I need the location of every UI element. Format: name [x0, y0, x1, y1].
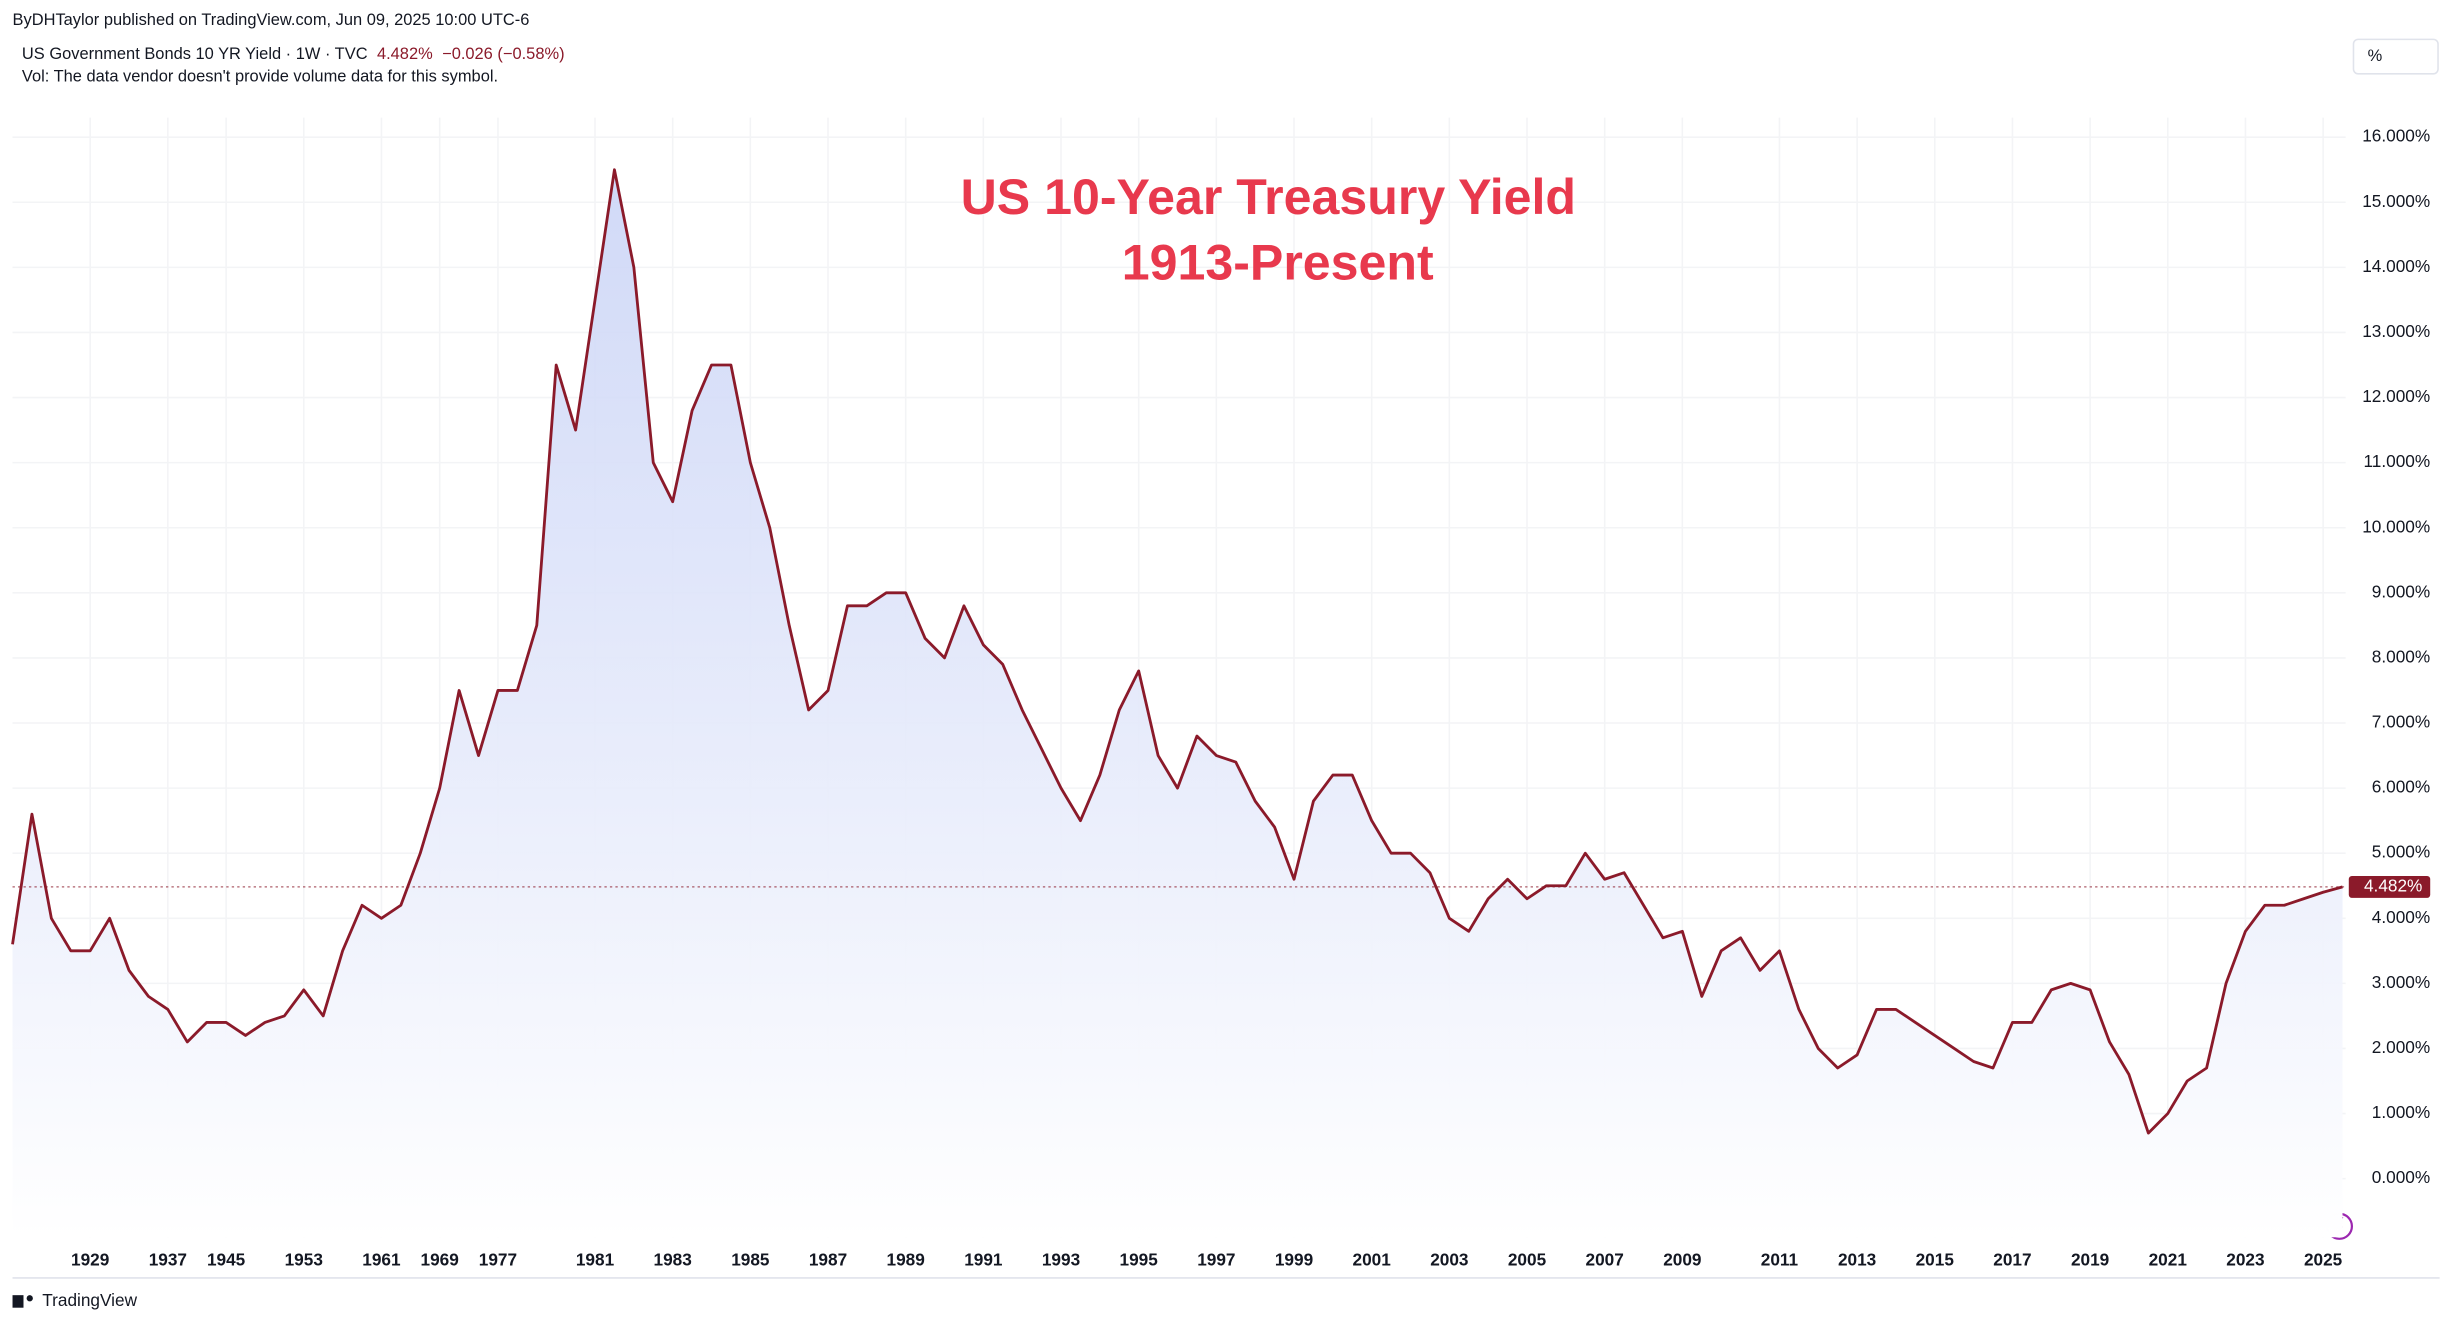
chart-title: US 10-Year Treasury Yield [961, 169, 1576, 225]
last-value-badge [2348, 875, 2431, 898]
x-tick-label: 1961 [362, 1249, 401, 1269]
logo-mark [12, 1295, 24, 1308]
x-tick-label: 2005 [1508, 1249, 1547, 1269]
x-tick-label: 1953 [285, 1249, 323, 1269]
x-tick-label: 2021 [2149, 1249, 2188, 1269]
x-tick-label: 2007 [1586, 1249, 1624, 1269]
y-tick-label: 13.000% [2362, 321, 2430, 341]
y-tick-label: 12.000% [2362, 386, 2430, 406]
x-tick-label: 1985 [731, 1249, 770, 1269]
x-tick-label: 2011 [1761, 1249, 1799, 1269]
last-price: 4.482% [377, 45, 433, 63]
x-tick-label: 2013 [1838, 1249, 1876, 1269]
y-tick-label: 0.000% [2372, 1167, 2430, 1187]
x-tick-label: 2023 [2226, 1249, 2264, 1269]
x-tick-label: 2009 [1663, 1249, 1701, 1269]
x-tick-label: 2015 [1916, 1249, 1955, 1269]
y-tick-label: 6.000% [2372, 777, 2430, 797]
footer-logo: TradingView [12, 1290, 138, 1310]
y-tick-label: 10.000% [2362, 516, 2430, 536]
y-tick-label: 15.000% [2362, 191, 2430, 211]
x-tick-label: 1945 [207, 1249, 246, 1269]
x-tick-label: 1983 [654, 1249, 692, 1269]
last-value-label: 4.482% [2364, 875, 2422, 895]
y-tick-label: 16.000% [2362, 126, 2430, 146]
y-tick-label: 9.000% [2372, 581, 2430, 601]
unit-button[interactable] [2352, 38, 2439, 75]
x-tick-label: 1987 [809, 1249, 847, 1269]
x-tick-label: 1993 [1042, 1249, 1080, 1269]
x-tick-label: 1997 [1197, 1249, 1235, 1269]
chart-subtitle: 1913-Present [1122, 235, 1434, 291]
published-note: ByDHTaylor published on TradingView.com,… [13, 11, 530, 29]
y-tick-label: 14.000% [2362, 256, 2430, 276]
x-tick-label: 1969 [421, 1249, 459, 1269]
x-tick-label: 1995 [1120, 1249, 1159, 1269]
y-tick-label: 7.000% [2372, 712, 2430, 732]
x-tick-label: 1991 [964, 1249, 1003, 1269]
symbol-info: US Government Bonds 10 YR Yield · 1W · T… [22, 45, 565, 63]
x-tick-label: 2025 [2304, 1249, 2343, 1269]
y-tick-label: 5.000% [2372, 842, 2430, 862]
y-tick-label: 4.000% [2372, 907, 2430, 927]
x-tick-label: 2019 [2071, 1249, 2109, 1269]
yield-line [11, 168, 2343, 1135]
unit-button-label[interactable]: % [2368, 47, 2383, 65]
volume-note: Vol: The data vendor doesn't provide vol… [22, 67, 498, 85]
y-tick-label: 1.000% [2372, 1102, 2430, 1122]
price-change: −0.026 (−0.58%) [442, 45, 564, 63]
y-tick-label: 11.000% [2364, 451, 2431, 471]
x-tick-label: 1981 [576, 1249, 615, 1269]
x-tick-label: 1929 [71, 1249, 109, 1269]
x-tick-label: 1977 [479, 1249, 517, 1269]
y-tick-label: 3.000% [2372, 972, 2430, 992]
x-tick-label: 2001 [1353, 1249, 1392, 1269]
x-tick-label: 1989 [887, 1249, 925, 1269]
y-tick-label: 8.000% [2372, 646, 2430, 666]
logo-dot [26, 1295, 33, 1302]
x-tick-label: 2003 [1430, 1249, 1468, 1269]
symbol: US Government Bonds 10 YR Yield · 1W · T… [22, 45, 368, 63]
y-tick-label: 2.000% [2372, 1037, 2430, 1057]
x-tick-label: 2017 [1993, 1249, 2031, 1269]
x-tick-label: 1999 [1275, 1249, 1313, 1269]
x-tick-label: 1937 [149, 1249, 187, 1269]
footer-brand: TradingView [42, 1290, 137, 1310]
